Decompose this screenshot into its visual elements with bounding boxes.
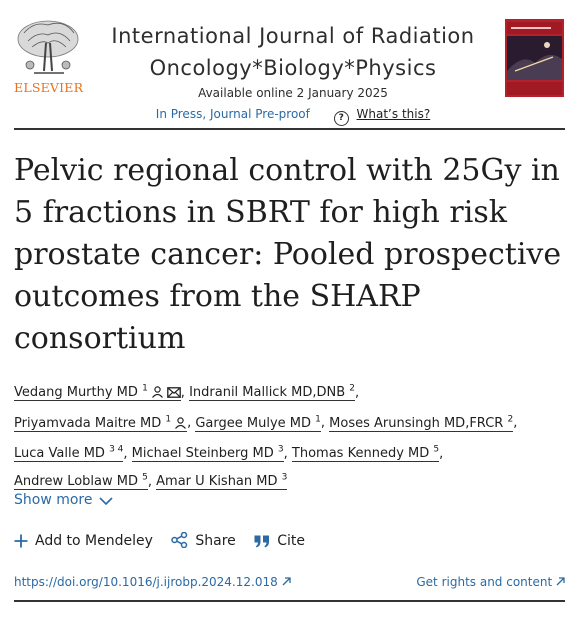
person-icon — [151, 383, 164, 407]
article-title: Pelvic regional control with 25Gy in 5 f… — [14, 153, 562, 356]
author-gargee-mulye[interactable]: Gargee Mulye MD 1 — [195, 414, 321, 432]
author-amar-kishan[interactable]: Amar U Kishan MD 3 — [156, 472, 288, 491]
journal-title-line1[interactable]: International Journal of Radiation — [111, 24, 475, 48]
show-more-button[interactable]: Show more — [14, 492, 113, 508]
article-status: In Press, Journal Pre-proof — [155, 107, 310, 121]
share-label: Share — [195, 533, 236, 549]
journal-header: ELSEVIER International Journal of Radiat… — [0, 0, 577, 128]
external-link-icon — [282, 577, 291, 586]
quote-icon — [254, 535, 270, 548]
share-button[interactable]: Share — [171, 531, 236, 549]
get-rights-link[interactable]: Get rights and content — [416, 575, 565, 589]
journal-title-line2[interactable]: Oncology*Biology*Physics — [149, 56, 437, 80]
author-priyamvada-maitre[interactable]: Priyamvada Maitre MD 1 — [14, 414, 188, 432]
email-icon — [166, 383, 181, 407]
article-status-row: In Press, Journal Pre-proof ? What’s thi… — [92, 107, 494, 126]
author-luca-valle[interactable]: Luca Valle MD 3 4 — [14, 444, 124, 462]
author-moses-arunsingh[interactable]: Moses Arunsingh MD,FRCR 2 — [329, 414, 514, 432]
journal-cover-thumbnail[interactable] — [505, 19, 564, 97]
plus-icon — [14, 534, 28, 548]
cite-label: Cite — [277, 533, 306, 549]
external-link-icon — [556, 577, 565, 586]
add-to-mendeley-button[interactable]: Add to Mendeley — [14, 533, 153, 549]
author-thomas-kennedy[interactable]: Thomas Kennedy MD 5 — [291, 444, 440, 462]
author-andrew-loblaw[interactable]: Andrew Loblaw MD 5 — [14, 472, 148, 491]
whats-this-link[interactable]: What’s this? — [356, 107, 431, 121]
elsevier-tree-icon[interactable] — [14, 17, 82, 95]
header-divider — [14, 128, 565, 130]
help-icon[interactable]: ? — [333, 111, 349, 126]
footer-divider — [14, 600, 565, 602]
available-online-date: Available online 2 January 2025 — [198, 86, 388, 100]
author-vedang-murthy[interactable]: Vedang Murthy MD 1 — [14, 384, 181, 402]
person-icon — [174, 414, 187, 438]
share-icon — [171, 531, 188, 549]
article-actions: Add to Mendeley Share Cite — [14, 531, 319, 549]
chevron-down-icon — [98, 497, 113, 506]
add-to-mendeley-label: Add to Mendeley — [35, 533, 153, 549]
author-list: Vedang Murthy MD 1, Indranil Mallick MD,… — [14, 384, 518, 491]
publisher-name: ELSEVIER — [14, 80, 84, 95]
author-indranil-mallick[interactable]: Indranil Mallick MD,DNB 2 — [189, 384, 356, 402]
journal-title[interactable]: International Journal of Radiation Oncol… — [92, 20, 494, 84]
doi-link[interactable]: https://doi.org/10.1016/j.ijrobp.2024.12… — [14, 575, 291, 589]
cite-button[interactable]: Cite — [254, 533, 305, 549]
author-michael-steinberg[interactable]: Michael Steinberg MD 3 — [131, 444, 284, 462]
show-more-label: Show more — [14, 492, 93, 508]
